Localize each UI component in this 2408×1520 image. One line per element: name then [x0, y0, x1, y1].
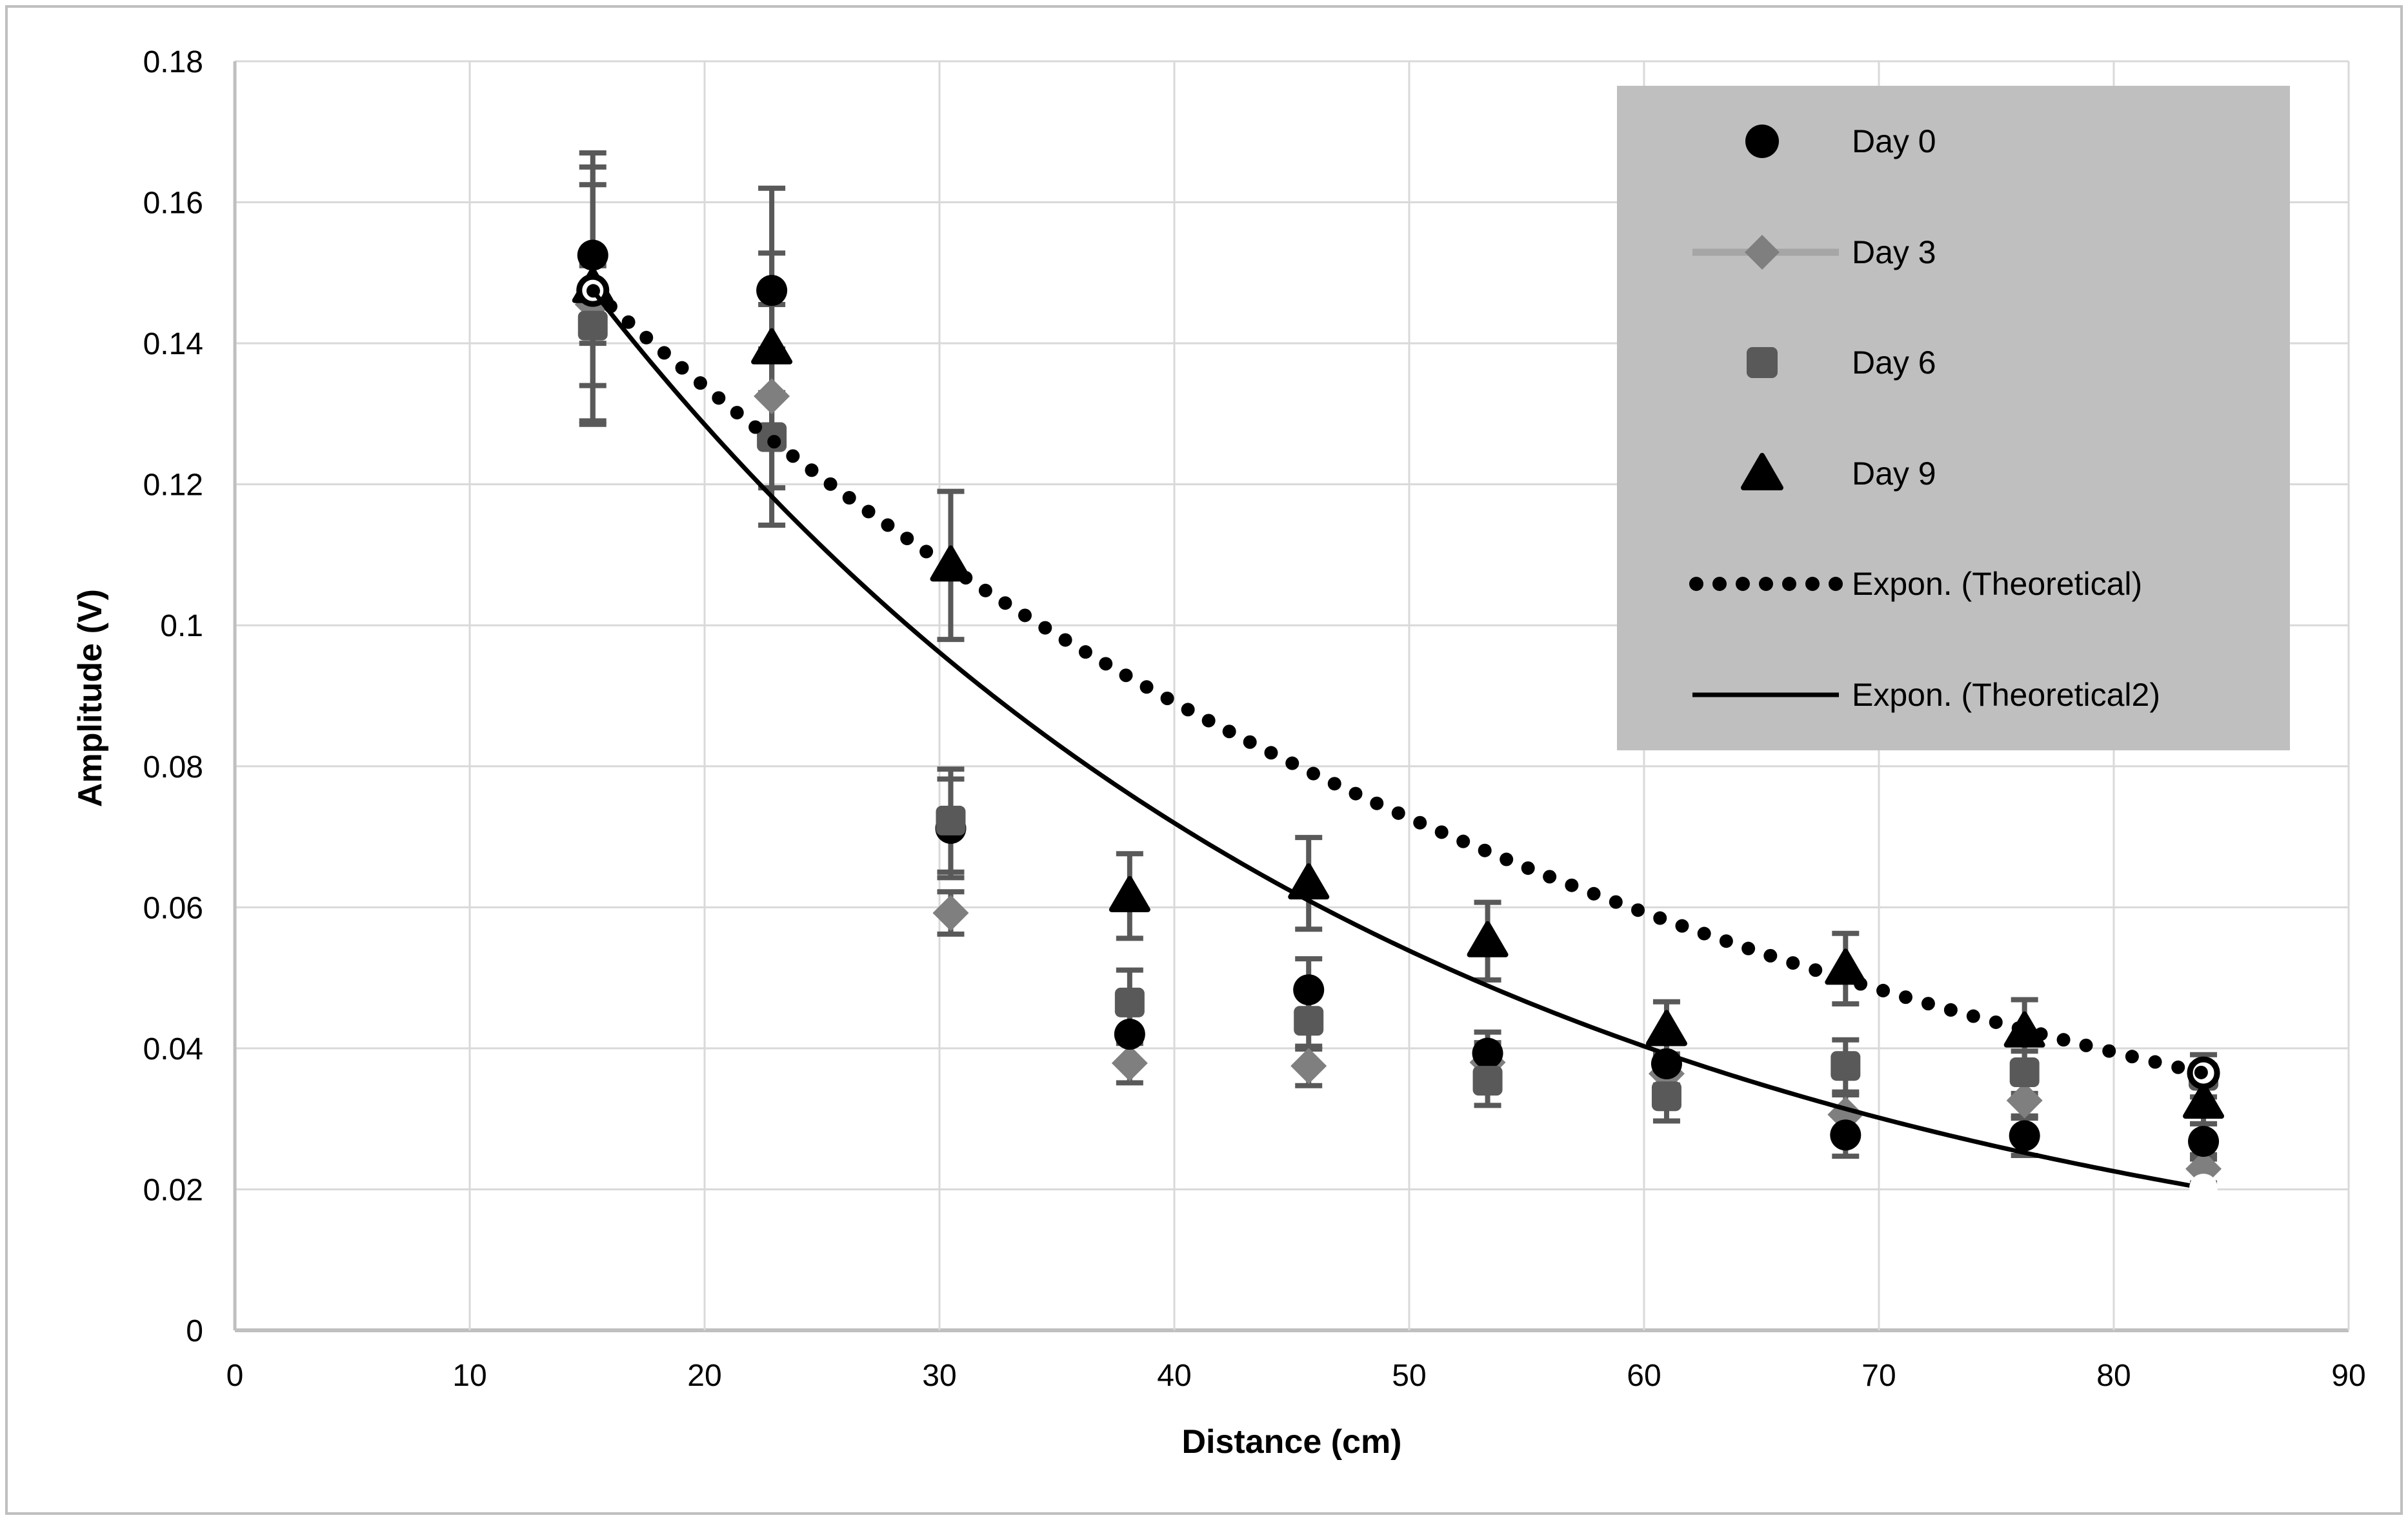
legend-item-expon-theoretical2-: Expon. (Theoretical2): [1617, 640, 2290, 750]
legend-label: Expon. (Theoretical): [1852, 566, 2143, 603]
series-day-0: [577, 239, 2220, 1157]
y-tick-label: 0.02: [143, 1173, 203, 1207]
solid-line-legend-icon: [1692, 692, 1839, 697]
x-tick-label: 70: [1861, 1359, 1896, 1393]
x-tick-label: 10: [452, 1359, 487, 1393]
legend-label: Day 3: [1852, 234, 1936, 270]
x-tick-label: 40: [1157, 1359, 1191, 1393]
legend: Day 0 Day 3 Day 6 Day 9 Expon. (Theoretical)…: [1617, 86, 2290, 750]
y-tick-label: 0.06: [143, 891, 203, 925]
y-tick-label: 0.1: [160, 609, 203, 643]
y-tick-label: 0: [186, 1314, 203, 1348]
legend-item-day-3: Day 3: [1617, 197, 2290, 307]
y-tick-label: 0.16: [143, 186, 203, 221]
figure-border: [5, 5, 2403, 1515]
legend-item-day-9: Day 9: [1617, 419, 2290, 528]
y-axis-title: Amplitude (V): [72, 589, 109, 807]
y-tick-label: 0.18: [143, 45, 203, 79]
x-axis-title: Distance (cm): [1181, 1423, 1402, 1461]
x-tick-label: 20: [687, 1359, 721, 1393]
y-tick-label: 0.14: [143, 327, 203, 361]
square-legend-icon: [1747, 347, 1778, 379]
x-tick-label: 50: [1392, 1359, 1426, 1393]
dotted-line-legend-icon: [1689, 577, 1843, 592]
x-tick-label: 80: [2096, 1359, 2131, 1393]
x-tick-label: 90: [2331, 1359, 2365, 1393]
legend-label: Expon. (Theoretical2): [1852, 676, 2161, 713]
tick-labels: 0 0.02 0.04 0.06 0.08 0.1 0.12 0.14 0.16 0.18 0 10 2…: [143, 45, 2366, 1393]
x-tick-label: 0: [226, 1359, 244, 1393]
x-tick-label: 60: [1627, 1359, 1661, 1393]
legend-label: Day 0: [1852, 123, 1936, 160]
diamond-line-legend-icon: [1692, 234, 1839, 270]
circle-legend-icon: [1745, 125, 1779, 159]
y-tick-label: 0.12: [143, 468, 203, 503]
legend-label: Day 6: [1852, 345, 1936, 381]
legend-item-day-6: Day 6: [1617, 308, 2290, 417]
legend-item-expon-theoretical-: Expon. (Theoretical): [1617, 529, 2290, 639]
y-tick-label: 0.08: [143, 750, 203, 785]
legend-item-day-0: Day 0: [1617, 86, 2290, 196]
x-tick-label: 30: [922, 1359, 956, 1393]
legend-label: Day 9: [1852, 455, 1936, 492]
triangle-legend-icon: [1741, 452, 1783, 490]
y-tick-label: 0.04: [143, 1032, 203, 1066]
trendline-theoretical2: [590, 288, 2218, 1203]
